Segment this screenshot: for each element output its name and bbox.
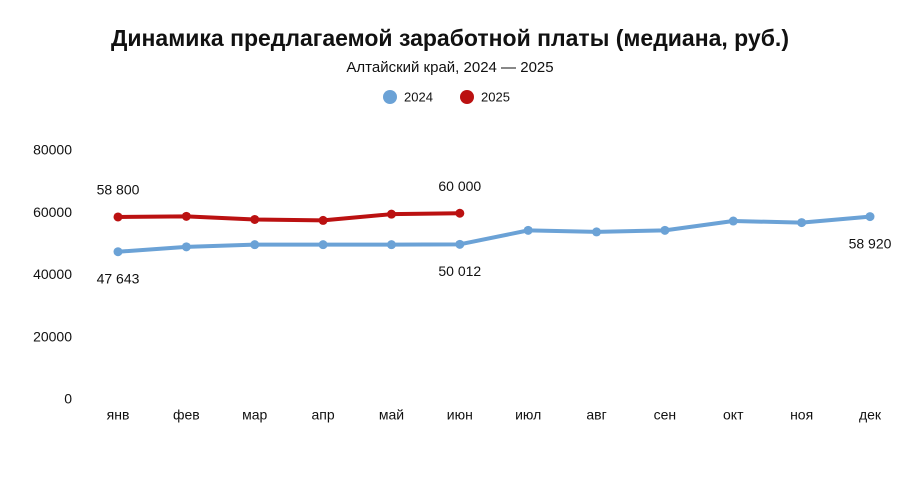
legend-marker	[383, 90, 397, 104]
data-point	[455, 208, 465, 218]
data-point	[113, 212, 123, 222]
data-point	[250, 240, 260, 250]
data-point	[660, 225, 670, 235]
data-point	[728, 216, 738, 226]
legend-label: 2025	[481, 89, 510, 104]
data-point	[455, 239, 465, 249]
x-tick-label: дек	[859, 407, 882, 423]
x-tick-label: июл	[515, 407, 541, 423]
data-label: 58 800	[97, 182, 140, 198]
data-point	[113, 247, 123, 257]
data-point	[318, 215, 328, 225]
data-point	[386, 209, 396, 219]
x-tick-label: ноя	[790, 407, 813, 423]
x-tick-label: июн	[447, 407, 473, 423]
data-point	[592, 227, 602, 237]
data-label: 50 012	[438, 263, 481, 279]
x-tick-label: янв	[107, 407, 130, 423]
x-tick-label: авг	[586, 407, 606, 423]
legend-marker	[460, 90, 474, 104]
data-label: 60 000	[438, 178, 481, 194]
data-label: 58 920	[849, 235, 892, 251]
legend-label: 2024	[404, 89, 433, 104]
data-point	[181, 211, 191, 221]
data-point	[865, 212, 875, 222]
x-tick-label: май	[379, 407, 404, 423]
x-tick-label: апр	[312, 407, 335, 423]
y-tick-label: 40000	[33, 266, 72, 282]
data-point	[181, 242, 191, 252]
data-label: 47 643	[97, 270, 140, 286]
y-tick-label: 60000	[33, 204, 72, 220]
data-point	[797, 218, 807, 228]
x-tick-label: фев	[173, 407, 200, 423]
series-line	[117, 214, 871, 254]
y-tick-label: 0	[64, 391, 72, 407]
data-point	[318, 240, 328, 250]
y-tick-label: 20000	[33, 328, 72, 344]
chart-title: Динамика предлагаемой заработной платы (…	[111, 25, 789, 51]
x-tick-label: мар	[242, 407, 267, 423]
data-point	[386, 240, 396, 250]
x-tick-label: сен	[654, 407, 677, 423]
x-tick-label: окт	[723, 407, 744, 423]
data-point	[250, 214, 260, 224]
y-tick-label: 80000	[33, 142, 72, 158]
series-line	[117, 211, 460, 223]
data-point	[523, 225, 533, 235]
chart-subtitle: Алтайский край, 2024 — 2025	[346, 59, 553, 76]
